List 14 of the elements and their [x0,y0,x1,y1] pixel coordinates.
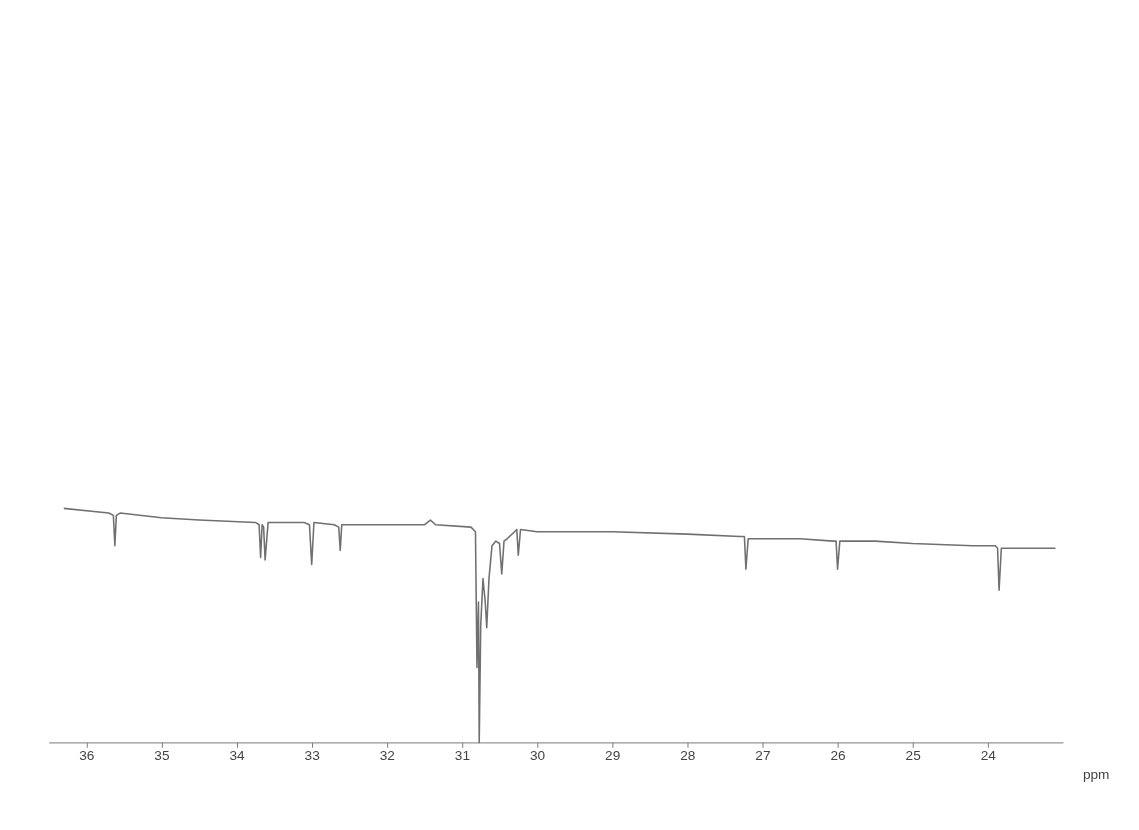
x-tick-label: 32 [379,748,395,764]
x-tick-label: 31 [454,748,471,764]
x-tick-label: 35 [154,748,170,764]
x-tick-label: 36 [79,748,95,764]
x-tick-label: 26 [830,748,846,764]
x-tick-label: 28 [680,748,696,764]
x-tick-label: 33 [304,748,320,764]
x-tick-label: 34 [229,748,246,764]
x-axis-title: ppm [1082,766,1110,782]
x-tick-label: 30 [529,748,546,764]
x-tick-label: 29 [605,748,621,764]
x-tick-label: 27 [755,748,771,764]
x-tick-label: 25 [905,748,922,764]
x-tick-label: 24 [980,748,997,764]
